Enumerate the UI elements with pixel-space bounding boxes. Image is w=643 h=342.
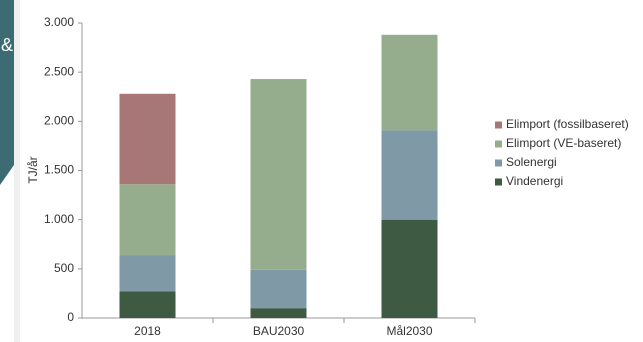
x-tick-label: BAU2030: [253, 324, 305, 338]
x-tick-label: 2018: [134, 324, 161, 338]
legend-swatch: [495, 140, 502, 148]
y-tick-label: 1.500: [44, 163, 74, 177]
bar-segment: [250, 308, 307, 318]
y-tick-label: 2.000: [44, 114, 74, 128]
y-tick-label: 1.000: [44, 212, 74, 226]
y-tick-label: 0: [67, 310, 74, 324]
bar-segment: [119, 255, 176, 292]
legend-swatch: [495, 178, 502, 186]
side-border: [14, 0, 20, 342]
bar-segment: [250, 269, 307, 309]
side-mark: &: [1, 35, 13, 55]
bar-segment: [119, 93, 176, 185]
y-axis-label: TJ/år: [26, 156, 40, 183]
bar-segment: [381, 219, 438, 318]
legend-label: Vindenergi: [506, 174, 563, 188]
y-tick-label: 3.000: [44, 15, 74, 29]
legend-label: Elimport (fossilbaseret): [506, 117, 629, 131]
y-tick-label: 500: [54, 261, 74, 275]
bar-segment: [119, 291, 176, 318]
bar-segment: [381, 34, 438, 131]
bar-segment: [119, 184, 176, 256]
x-tick-label: Mål2030: [386, 324, 432, 338]
bar-segment: [250, 79, 307, 270]
legend-label: Solenergi: [506, 155, 557, 169]
legend-label: Elimport (VE-baseret): [506, 136, 621, 150]
side-decoration: [0, 0, 14, 185]
bar-segment: [381, 130, 438, 220]
legend-swatch: [495, 159, 502, 167]
legend-swatch: [495, 121, 502, 129]
y-tick-label: 2.500: [44, 64, 74, 78]
